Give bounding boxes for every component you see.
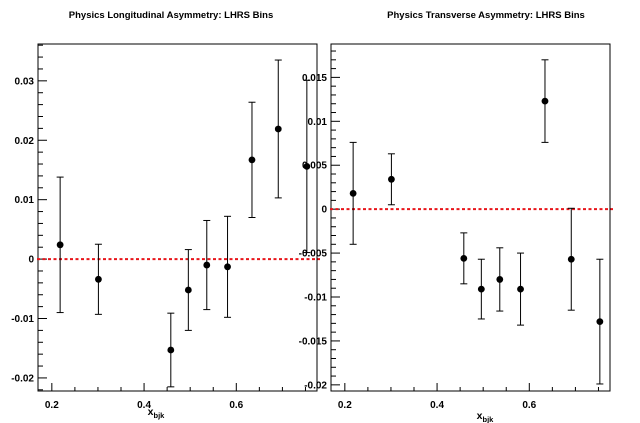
data-marker [460,254,468,262]
x-tick-label: 0.2 [45,400,59,411]
data-point [224,215,232,318]
data-point [274,59,282,199]
x-axis-label-main: x [477,410,483,422]
data-marker [184,286,192,294]
data-point [460,232,468,285]
x-tick-label: 0.4 [430,400,444,411]
x-tick-label: 0.2 [338,400,352,411]
data-marker [496,276,504,283]
data-points-transverse [349,59,604,385]
chart-title-longitudinal: Physics Longitudinal Asymmetry: LHRS Bin… [69,10,273,21]
data-points-longitudinal [56,59,311,388]
x-axis-label-subscript: bjk [154,411,166,420]
data-point [477,258,485,320]
x-axis-label-subscript: bjk [483,415,495,423]
y-tick-label: 0 [321,205,327,216]
data-marker [517,285,524,293]
data-point [248,101,256,218]
svg-text:xbjk: xbjk [477,410,495,423]
data-marker [274,125,282,133]
data-marker [167,346,175,354]
data-point [517,252,525,326]
y-tick-label: 0.01 [15,195,35,206]
y-tick-label: -0.02 [11,373,34,384]
data-marker [56,241,64,249]
plot-frame-longitudinal [37,43,318,392]
data-point [596,258,604,385]
data-point [56,176,64,314]
data-marker [95,275,102,283]
data-point [349,141,357,245]
y-tick-label: 0 [28,255,34,266]
x-axis-label-longitudinal: xbjk [148,406,166,420]
data-marker [567,255,575,263]
y-tick-label: 0.01 [308,117,328,128]
data-point [496,247,504,312]
svg-text:xbjk: xbjk [148,406,166,420]
longitudinal-panel: Physics Longitudinal Asymmetry: LHRS Bin… [11,10,320,420]
x-axis-label-main: x [148,406,154,418]
data-marker [224,263,231,271]
y-tick-label: 0.03 [15,76,35,87]
data-point [541,59,549,143]
y-tick-label: 0.005 [302,161,327,172]
y-tick-label: -0.01 [304,293,327,304]
x-tick-label: 0.6 [229,400,243,411]
chart-title-transverse: Physics Transverse Asymmetry: LHRS Bins [387,10,585,21]
y-tick-label: -0.005 [299,249,328,260]
y-tick-label: 0.015 [302,73,327,84]
data-marker [388,175,395,183]
x-axis-label-transverse: xbjk [477,410,495,423]
data-marker [596,318,604,325]
data-marker [349,189,357,197]
y-tick-label: -0.01 [11,314,34,325]
data-marker [303,163,311,170]
data-marker [203,261,211,269]
x-tick-label: 0.6 [522,400,536,411]
y-tick-label: -0.015 [299,336,328,347]
data-marker [541,97,549,105]
transverse-panel: Physics Transverse Asymmetry: LHRS Bins … [299,10,613,423]
data-point [94,243,102,315]
data-point [567,207,575,311]
data-point [387,153,395,206]
data-point [167,312,175,388]
axis-ticks-transverse: 0.2 0.4 0.6 -0.02 -0.015 -0.01 -0.005 0 0.005 0.0… [299,50,599,411]
x-tick-label: 0.4 [137,400,151,411]
data-marker [477,285,485,293]
data-point [203,219,211,311]
y-tick-label: 0.02 [15,136,35,147]
axis-ticks-longitudinal: 0.2 0.4 0.6 -0.02 -0.01 0 0.01 0.02 0.03 [11,44,306,411]
data-point [303,79,311,254]
data-point [184,249,192,331]
y-tick-label: -0.02 [304,380,327,391]
data-marker [248,156,256,164]
